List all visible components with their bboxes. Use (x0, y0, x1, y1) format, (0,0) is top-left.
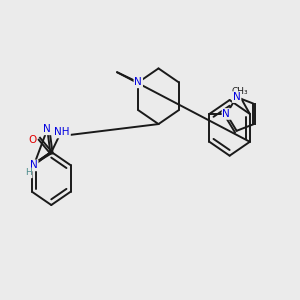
Text: N: N (134, 77, 142, 87)
Text: H: H (25, 169, 32, 178)
Text: N: N (44, 124, 51, 134)
Text: CH₃: CH₃ (232, 87, 249, 96)
Text: NH: NH (55, 128, 70, 137)
Text: N: N (223, 109, 230, 119)
Text: N: N (233, 92, 241, 102)
Text: N: N (30, 160, 38, 170)
Text: O: O (28, 135, 36, 145)
